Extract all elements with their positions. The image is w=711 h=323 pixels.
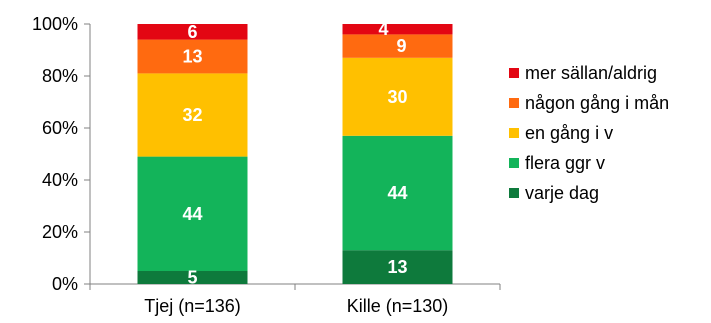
axes: 0% 20% 40% 60% 80% 100% Tjej (n=136) Kille (n=1… [32, 14, 501, 316]
data-label: 32 [182, 105, 202, 125]
y-tick-label: 20% [42, 222, 78, 242]
legend-label: mer sällan/aldrig [525, 63, 657, 83]
bar-segment [137, 156, 248, 271]
data-label: 13 [387, 257, 407, 277]
legend-swatch [509, 98, 519, 108]
y-tick-label: 100% [32, 14, 78, 34]
data-label: 44 [182, 204, 202, 224]
bar-segment [137, 73, 248, 157]
legend-label: någon gång i mån [525, 93, 669, 113]
bars [137, 24, 453, 284]
bar-segment [342, 57, 453, 136]
data-label: 6 [187, 22, 197, 42]
bar-segment [137, 271, 248, 284]
y-tick-label: 60% [42, 118, 78, 138]
bar-segment [342, 34, 453, 58]
legend: mer sällan/aldrig någon gång i mån en gång… [502, 57, 709, 223]
legend-swatch [509, 158, 519, 168]
data-label: 4 [378, 19, 388, 39]
x-category-label: Tjej (n=136) [144, 296, 241, 316]
y-tick-label: 80% [42, 66, 78, 86]
x-category-label: Kille (n=130) [347, 296, 449, 316]
y-tick-label: 0% [52, 274, 78, 294]
legend-label: varje dag [525, 183, 599, 203]
bar-segment [342, 250, 453, 284]
bar-segment [342, 135, 453, 251]
data-label: 13 [182, 47, 202, 67]
legend-swatch [509, 188, 519, 198]
bar-segment [137, 39, 248, 74]
y-tick-label: 40% [42, 170, 78, 190]
data-label: 30 [387, 87, 407, 107]
legend-label: en gång i v [525, 123, 613, 143]
legend-swatch [509, 68, 519, 78]
bar-segment [342, 24, 453, 35]
legend-box [502, 57, 709, 223]
data-label: 44 [387, 183, 407, 203]
legend-label: flera ggr v [525, 153, 605, 173]
bar-segment [137, 24, 248, 40]
legend-swatch [509, 128, 519, 138]
data-labels: 5 44 32 13 6 13 44 30 94 [182, 19, 407, 287]
data-label: 5 [187, 268, 197, 288]
data-label: 9 [396, 36, 406, 56]
